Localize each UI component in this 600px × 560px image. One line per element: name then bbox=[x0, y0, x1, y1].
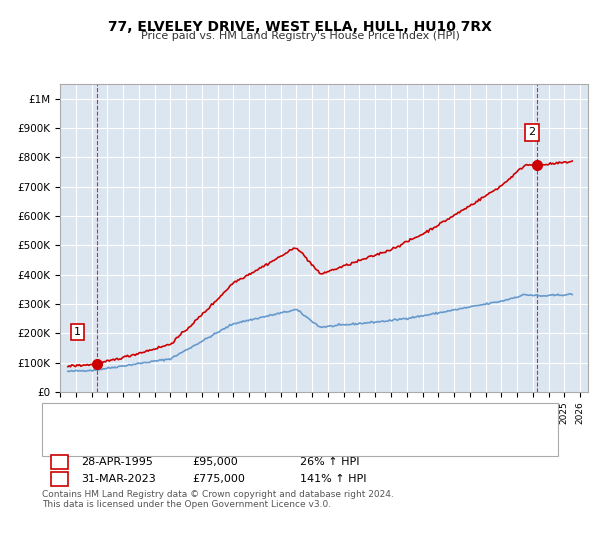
Text: 77, ELVELEY DRIVE, WEST ELLA, HULL, HU10 7RX (detached house): 77, ELVELEY DRIVE, WEST ELLA, HULL, HU10… bbox=[96, 405, 446, 415]
Text: 31-MAR-2023: 31-MAR-2023 bbox=[81, 474, 156, 484]
Text: 2: 2 bbox=[56, 474, 63, 484]
Text: 77, ELVELEY DRIVE, WEST ELLA, HULL, HU10 7RX: 77, ELVELEY DRIVE, WEST ELLA, HULL, HU10… bbox=[108, 20, 492, 34]
Text: £95,000: £95,000 bbox=[192, 457, 238, 467]
Text: 2: 2 bbox=[529, 128, 536, 137]
Text: £775,000: £775,000 bbox=[192, 474, 245, 484]
Text: 141% ↑ HPI: 141% ↑ HPI bbox=[300, 474, 367, 484]
Text: 1: 1 bbox=[74, 327, 81, 337]
Text: 1: 1 bbox=[56, 457, 63, 467]
Text: Contains HM Land Registry data © Crown copyright and database right 2024.
This d: Contains HM Land Registry data © Crown c… bbox=[42, 490, 394, 510]
Text: 28-APR-1995: 28-APR-1995 bbox=[81, 457, 153, 467]
Text: 26% ↑ HPI: 26% ↑ HPI bbox=[300, 457, 359, 467]
Text: Price paid vs. HM Land Registry's House Price Index (HPI): Price paid vs. HM Land Registry's House … bbox=[140, 31, 460, 41]
Text: HPI: Average price, detached house, East Riding of Yorkshire: HPI: Average price, detached house, East… bbox=[96, 418, 412, 428]
